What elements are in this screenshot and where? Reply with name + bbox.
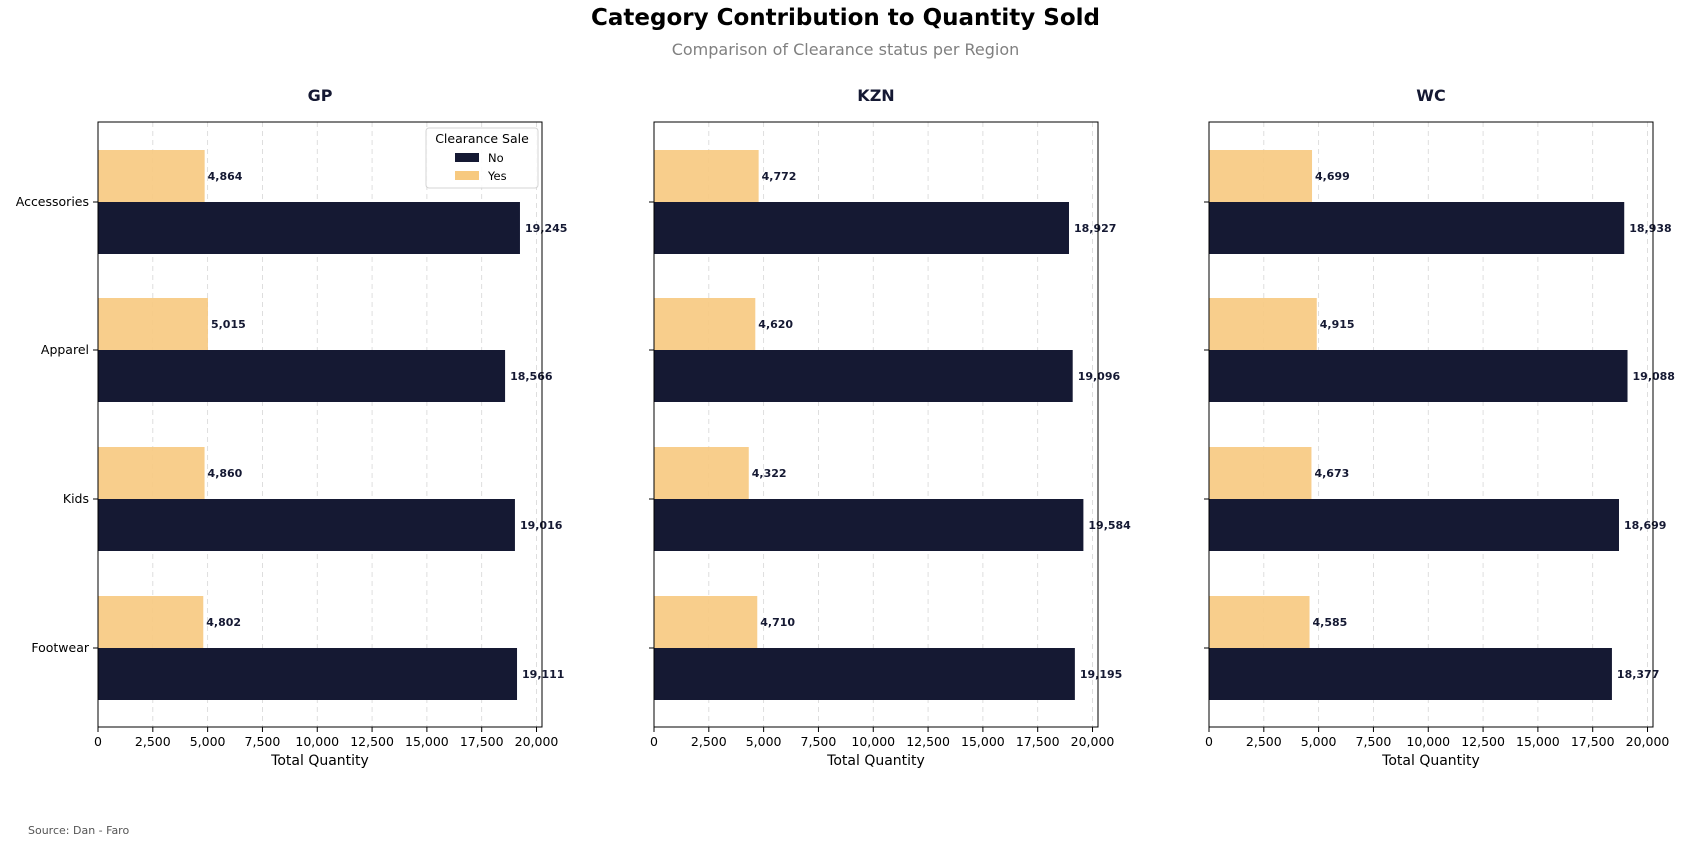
bar-no <box>1209 202 1625 254</box>
x-tick-label: 15,000 <box>405 734 449 749</box>
panel-title: KZN <box>857 86 894 105</box>
bar-yes <box>1209 447 1312 499</box>
data-label-yes: 4,585 <box>1313 616 1348 629</box>
bar-no <box>654 648 1075 700</box>
x-tick-label: 10,000 <box>1406 734 1450 749</box>
x-tick-label: 2,500 <box>691 734 727 749</box>
bar-no <box>98 499 515 551</box>
x-tick-label: 10,000 <box>295 734 339 749</box>
data-label-yes: 4,673 <box>1314 467 1349 480</box>
x-tick-label: 0 <box>1205 734 1213 749</box>
bar-yes <box>98 447 205 499</box>
data-label-yes: 4,772 <box>762 170 797 183</box>
x-tick-label: 7,500 <box>801 734 837 749</box>
data-label-yes: 4,915 <box>1320 318 1355 331</box>
legend-box <box>425 127 539 189</box>
bar-no <box>98 202 520 254</box>
x-tick-label: 20,000 <box>1071 734 1115 749</box>
bar-yes <box>98 150 205 202</box>
x-axis-label: Total Quantity <box>1381 753 1480 769</box>
data-label-no: 19,584 <box>1088 519 1131 532</box>
x-tick-label: 15,000 <box>1516 734 1560 749</box>
data-label-yes: 4,322 <box>752 467 787 480</box>
panel-frame <box>653 121 1099 728</box>
data-label-no: 19,088 <box>1633 370 1675 383</box>
panel-frame <box>97 121 543 728</box>
legend-title: Clearance Sale <box>435 131 529 146</box>
bar-no <box>1209 648 1612 700</box>
bar-no <box>1209 499 1619 551</box>
y-tick-label: Kids <box>63 491 89 506</box>
x-tick-label: 20,000 <box>1626 734 1670 749</box>
x-tick-label: 20,000 <box>515 734 559 749</box>
data-label-no: 18,566 <box>510 370 553 383</box>
x-tick-label: 17,500 <box>460 734 504 749</box>
bar-yes <box>1209 298 1317 350</box>
chart-subtitle: Comparison of Clearance status per Regio… <box>671 40 1020 59</box>
x-tick-label: 17,500 <box>1016 734 1060 749</box>
bar-no <box>654 350 1073 402</box>
legend-label: Yes <box>487 169 507 183</box>
panel-title: WC <box>1416 86 1445 105</box>
panel-frame <box>1208 121 1654 728</box>
chart-title: Category Contribution to Quantity Sold <box>591 5 1100 31</box>
data-label-no: 19,245 <box>525 222 567 235</box>
bar-no <box>98 350 506 402</box>
data-label-no: 19,195 <box>1080 668 1122 681</box>
bar-yes <box>1209 596 1310 648</box>
bar-yes <box>654 150 759 202</box>
x-tick-label: 17,500 <box>1571 734 1615 749</box>
panel-title: GP <box>308 86 333 105</box>
data-label-no: 19,016 <box>520 519 563 532</box>
y-tick-label: Footwear <box>31 640 90 655</box>
source-note: Source: Dan - Faro <box>28 824 130 837</box>
bar-no <box>654 499 1084 551</box>
x-tick-label: 2,500 <box>1246 734 1282 749</box>
y-tick-label: Accessories <box>16 194 89 209</box>
bar-yes <box>1209 150 1313 202</box>
bar-yes <box>654 447 749 499</box>
x-tick-label: 5,000 <box>190 734 226 749</box>
data-label-yes: 4,864 <box>208 170 243 183</box>
bar-no <box>1209 350 1628 402</box>
x-tick-label: 0 <box>94 734 102 749</box>
legend-label: No <box>488 151 504 165</box>
data-label-yes: 4,710 <box>760 616 795 629</box>
legend-swatch <box>455 171 479 180</box>
bar-yes <box>98 596 204 648</box>
data-label-yes: 4,699 <box>1315 170 1350 183</box>
x-axis-label: Total Quantity <box>270 753 369 769</box>
bar-yes <box>654 298 756 350</box>
x-tick-label: 12,500 <box>906 734 950 749</box>
x-tick-label: 0 <box>650 734 658 749</box>
bar-no <box>98 648 518 700</box>
data-label-no: 19,111 <box>522 668 564 681</box>
data-label-no: 19,096 <box>1078 370 1121 383</box>
data-label-yes: 4,860 <box>208 467 243 480</box>
bar-yes <box>98 298 208 350</box>
x-tick-label: 7,500 <box>245 734 281 749</box>
x-tick-label: 12,500 <box>350 734 394 749</box>
bar-yes <box>654 596 758 648</box>
x-tick-label: 10,000 <box>851 734 895 749</box>
x-tick-label: 2,500 <box>135 734 171 749</box>
data-label-yes: 4,802 <box>206 616 241 629</box>
data-label-no: 18,377 <box>1617 668 1659 681</box>
x-tick-label: 7,500 <box>1356 734 1392 749</box>
data-label-no: 18,938 <box>1629 222 1671 235</box>
legend-swatch <box>455 153 479 162</box>
x-tick-label: 5,000 <box>1301 734 1337 749</box>
bar-no <box>654 202 1069 254</box>
x-tick-label: 5,000 <box>746 734 782 749</box>
data-label-no: 18,699 <box>1624 519 1666 532</box>
x-axis-label: Total Quantity <box>826 753 925 769</box>
y-tick-label: Apparel <box>41 342 89 357</box>
x-tick-label: 12,500 <box>1461 734 1505 749</box>
x-tick-label: 15,000 <box>961 734 1005 749</box>
data-label-no: 18,927 <box>1074 222 1116 235</box>
data-label-yes: 5,015 <box>211 318 246 331</box>
data-label-yes: 4,620 <box>758 318 793 331</box>
